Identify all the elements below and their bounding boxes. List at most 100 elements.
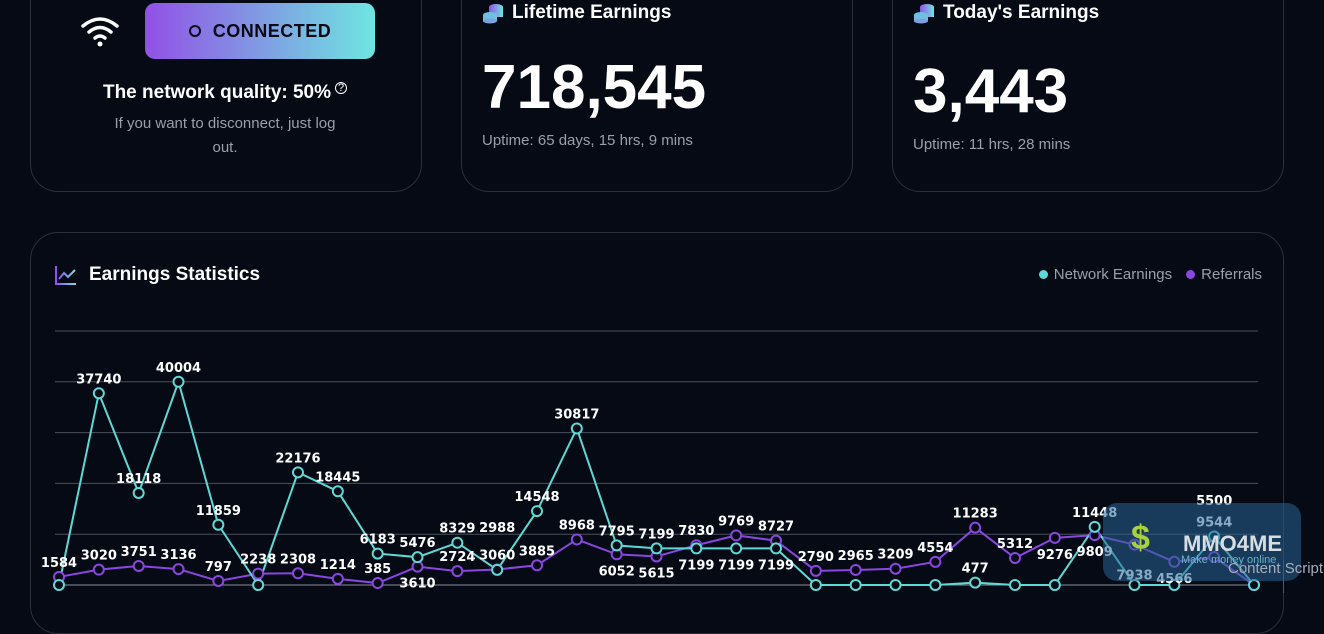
data-point[interactable] [929, 555, 942, 568]
lifetime-earnings-title: Lifetime Earnings [482, 2, 671, 24]
data-point[interactable] [331, 572, 344, 585]
data-point[interactable] [1048, 579, 1061, 591]
data-label: 385 [364, 562, 391, 577]
data-point[interactable] [1248, 579, 1260, 591]
data-point[interactable] [411, 551, 424, 564]
data-point[interactable] [491, 563, 504, 576]
chart-line-icon [55, 266, 76, 285]
data-label: 3610 [399, 577, 435, 592]
data-label: 3209 [877, 548, 913, 563]
data-point[interactable] [371, 547, 384, 560]
data-label: 1214 [320, 558, 356, 573]
data-point[interactable] [252, 579, 265, 591]
data-label: 7795 [599, 524, 635, 539]
todays-earnings-card [892, 0, 1284, 192]
disconnect-hint: If you want to disconnect, just log out. [114, 115, 336, 156]
chart-legend: Network Earnings Referrals [1038, 266, 1262, 283]
data-label: 18445 [315, 470, 360, 485]
data-point[interactable] [929, 579, 942, 591]
data-point[interactable] [849, 579, 862, 591]
data-point[interactable] [292, 567, 304, 580]
content-script-overlay: Content Script [1228, 560, 1324, 577]
data-label: 2790 [798, 550, 834, 565]
data-point[interactable] [570, 422, 583, 435]
data-point[interactable] [92, 387, 105, 400]
data-label: 14548 [514, 490, 559, 505]
data-point[interactable] [331, 485, 344, 498]
data-point[interactable] [1048, 531, 1061, 544]
divider [1283, 560, 1284, 593]
data-point[interactable] [132, 486, 145, 499]
network-quality: The network quality: 50%? [30, 82, 420, 104]
data-point[interactable] [770, 542, 782, 555]
stats-title-text: Earnings Statistics [89, 264, 261, 285]
data-point[interactable] [252, 567, 265, 580]
todays-earnings-value: 3,443 [913, 57, 1069, 126]
data-label: 2965 [838, 549, 874, 564]
status-dot-icon [188, 25, 201, 37]
data-point[interactable] [531, 505, 543, 518]
data-point[interactable] [650, 542, 663, 555]
data-label: 37740 [76, 372, 121, 387]
data-point[interactable] [292, 466, 304, 479]
data-point[interactable] [849, 563, 862, 576]
connected-status-button[interactable]: CONNECTED [145, 3, 375, 59]
data-label: 4554 [917, 541, 953, 556]
watermark-logo: $ MMO4ME Make money online [1103, 503, 1301, 581]
data-point[interactable] [1009, 579, 1021, 591]
data-label: 9769 [718, 514, 754, 529]
data-point[interactable] [371, 577, 384, 590]
data-label: 18118 [116, 472, 161, 487]
data-point[interactable] [889, 579, 902, 591]
data-label: 477 [962, 562, 989, 577]
data-point[interactable] [451, 536, 464, 549]
data-label: 6183 [360, 533, 396, 548]
data-point[interactable] [212, 518, 225, 531]
data-point[interactable] [132, 559, 145, 572]
watermark-slogan: Make money online [1181, 554, 1277, 566]
data-point[interactable] [690, 542, 703, 555]
data-point[interactable] [1009, 552, 1021, 565]
watermark-name: MMO4ME [1183, 531, 1282, 556]
data-label: 5615 [638, 566, 674, 581]
data-label: 22176 [275, 451, 320, 466]
help-icon[interactable]: ? [335, 82, 348, 94]
data-label: 1584 [41, 556, 77, 571]
legend-network[interactable]: Network Earnings [1038, 266, 1173, 283]
data-label: 8329 [439, 522, 475, 537]
data-label: 797 [205, 560, 232, 575]
data-label: 7199 [638, 527, 674, 542]
todays-earnings-title: Today's Earnings [913, 2, 1099, 24]
data-label: 6052 [599, 564, 635, 579]
data-point[interactable] [53, 579, 65, 591]
data-point[interactable] [889, 562, 902, 575]
data-point[interactable] [969, 576, 982, 589]
data-point[interactable] [451, 565, 464, 578]
data-point[interactable] [570, 533, 583, 546]
legend-referrals-label: Referrals [1201, 266, 1262, 283]
data-point[interactable] [969, 521, 982, 534]
data-point[interactable] [1088, 520, 1101, 533]
data-label: 3751 [121, 545, 157, 560]
data-label: 3020 [81, 549, 117, 564]
legend-network-label: Network Earnings [1053, 266, 1173, 283]
data-point[interactable] [92, 563, 105, 576]
data-point[interactable] [809, 579, 822, 591]
data-point[interactable] [809, 564, 822, 577]
data-point[interactable] [730, 529, 743, 542]
data-label: 8968 [559, 518, 595, 533]
data-label: 5476 [399, 536, 435, 551]
wifi-icon [81, 17, 119, 47]
data-point[interactable] [212, 574, 225, 587]
data-point[interactable] [531, 559, 543, 572]
data-point[interactable] [610, 539, 623, 552]
data-label: 2988 [479, 521, 515, 536]
data-point[interactable] [172, 563, 185, 576]
data-point[interactable] [730, 542, 743, 555]
legend-referrals[interactable]: Referrals [1186, 266, 1262, 283]
data-label: 2724 [439, 550, 475, 565]
data-point[interactable] [172, 375, 185, 388]
data-label: 3136 [160, 548, 196, 563]
network-quality-label: The network quality: 50% [102, 82, 332, 103]
coins-icon [483, 4, 503, 24]
